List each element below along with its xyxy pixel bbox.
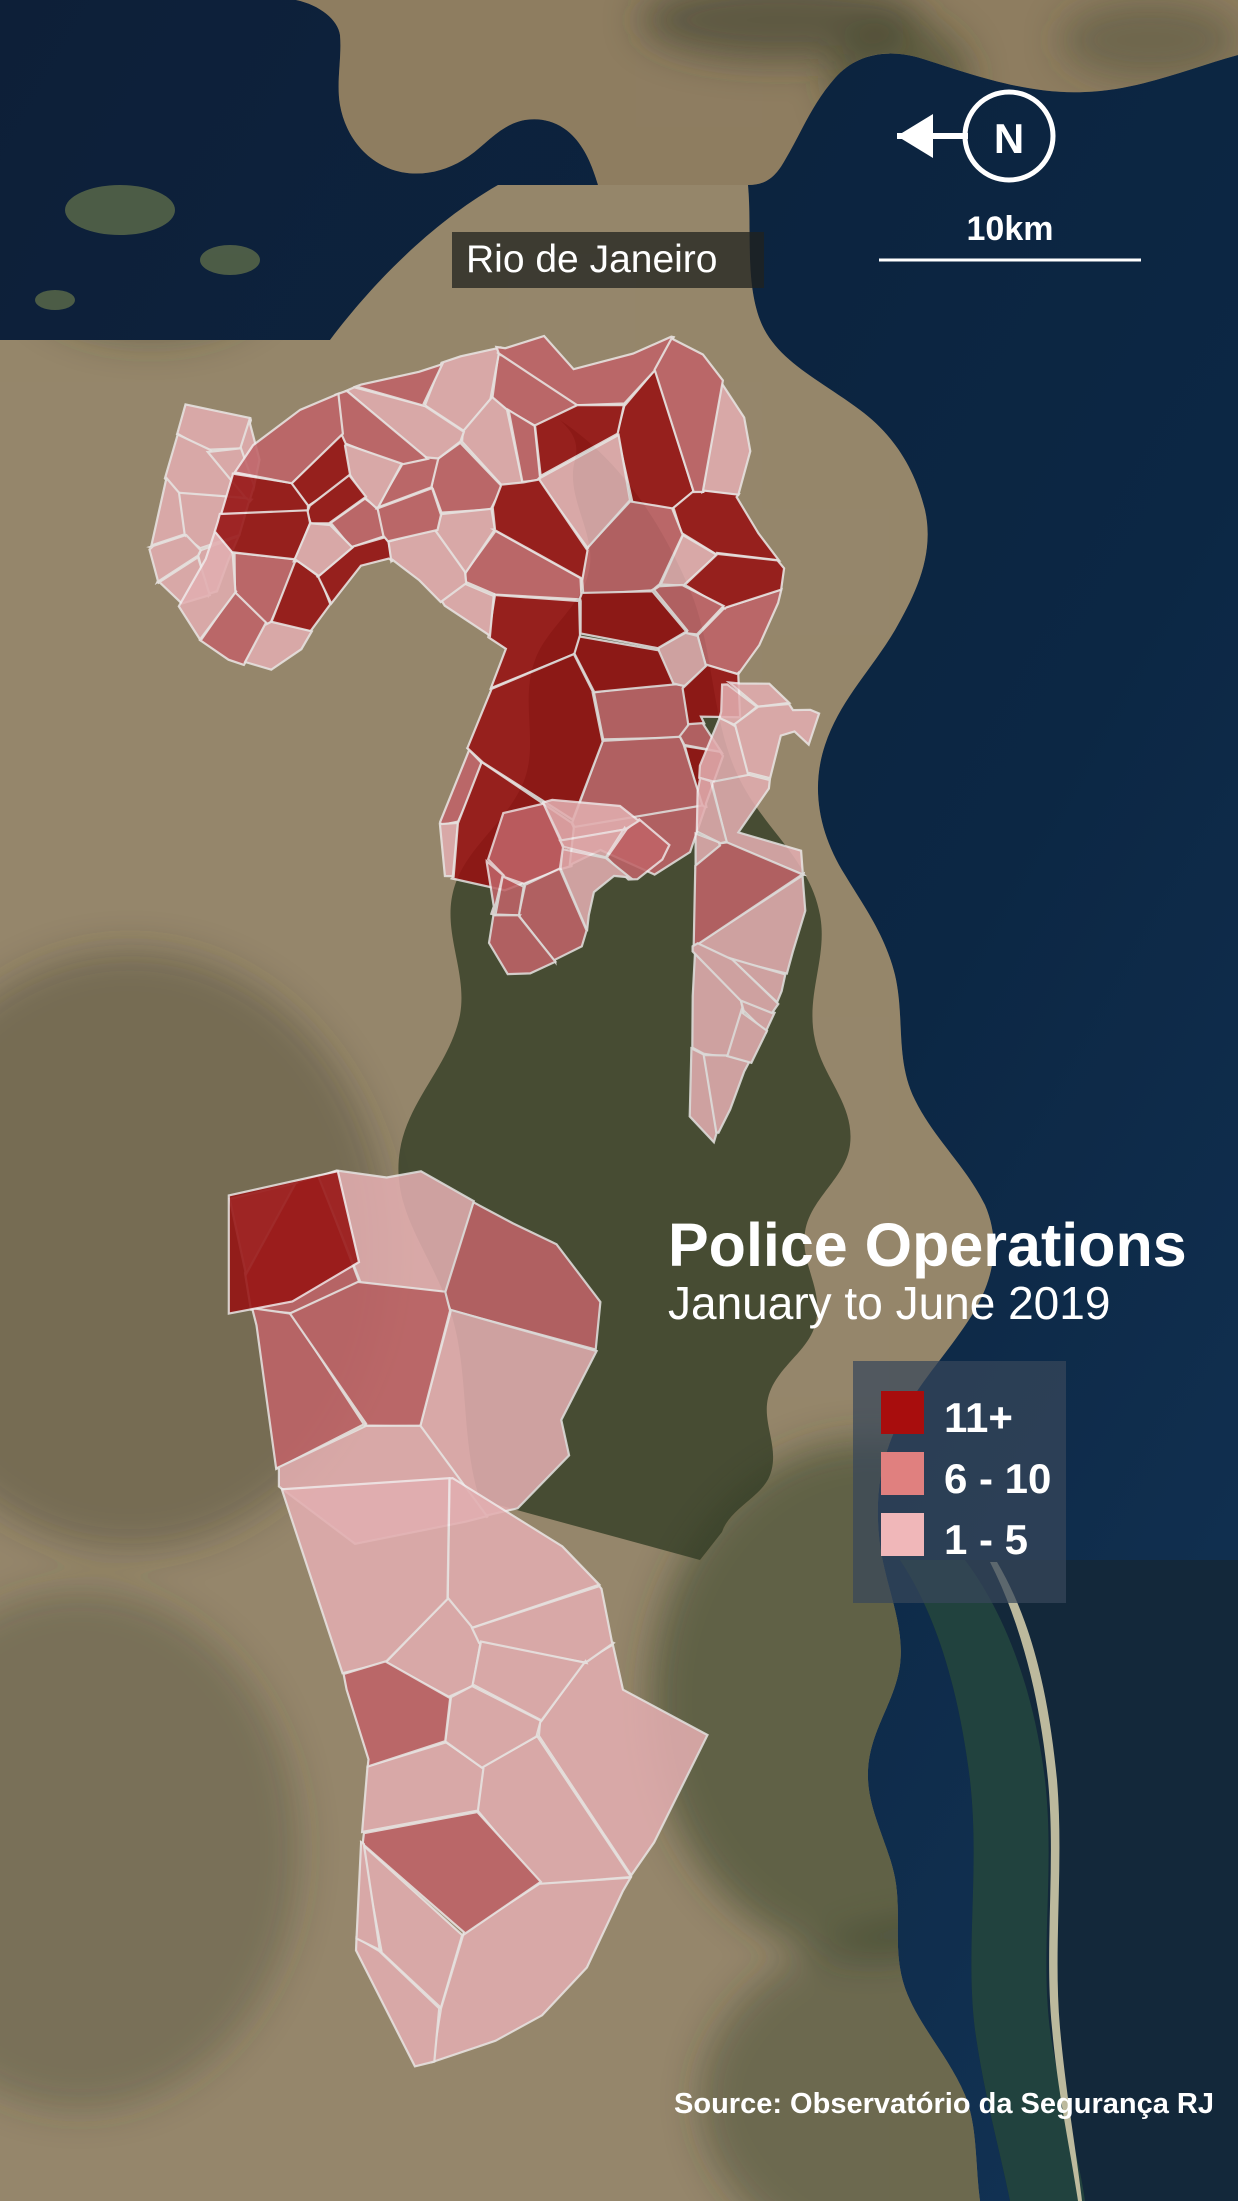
svg-text:Police Operations: Police Operations (668, 1211, 1187, 1279)
svg-text:January to June 2019: January to June 2019 (668, 1277, 1110, 1329)
svg-text:Source: Observatório da Segura: Source: Observatório da Segurança RJ (674, 2088, 1214, 2120)
svg-text:1 - 5: 1 - 5 (944, 1516, 1028, 1563)
svg-text:6 - 10: 6 - 10 (944, 1455, 1051, 1502)
svg-text:N: N (994, 115, 1024, 162)
svg-text:10km: 10km (967, 210, 1054, 248)
svg-text:Rio de Janeiro: Rio de Janeiro (466, 238, 717, 281)
svg-text:11+: 11+ (944, 1394, 1013, 1441)
